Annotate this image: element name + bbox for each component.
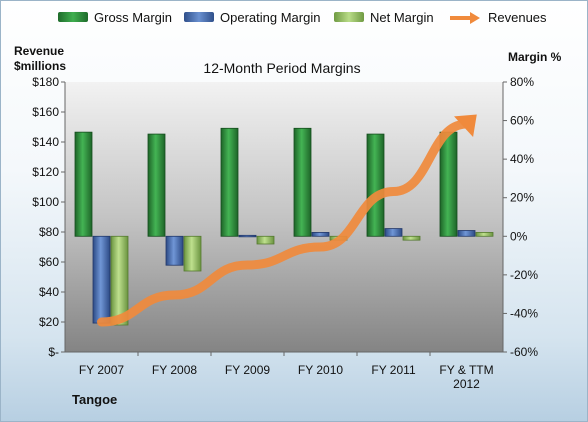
right-axis-title: Margin % [508, 50, 562, 64]
net-margin-bar [402, 235, 421, 241]
revenues-arrowhead [454, 114, 477, 137]
legend-label-net-margin: Net Margin [370, 10, 434, 25]
legend-swatch-gross-margin [58, 12, 88, 22]
operating-margin-bar [311, 232, 330, 237]
category-label: FY & TTM [439, 363, 493, 377]
left-tick-label: $120 [32, 165, 59, 179]
right-tick-label: 80% [510, 75, 534, 89]
left-tick-label: $- [48, 345, 59, 359]
category-label: 2012 [453, 377, 480, 391]
legend-swatch-operating-margin [184, 12, 214, 22]
left-axis-title: Revenue $millions [14, 44, 66, 74]
gross-margin-bar [439, 131, 458, 237]
category-label: FY 2008 [152, 363, 197, 377]
chart-title: 12-Month Period Margins [203, 60, 360, 76]
net-margin-bar [475, 232, 494, 237]
left-tick-label: $80 [39, 225, 59, 239]
right-tick-label: 40% [510, 152, 534, 166]
left-tick-label: $20 [39, 315, 59, 329]
legend-label-gross-margin: Gross Margin [94, 10, 173, 25]
left-tick-label: $40 [39, 285, 59, 299]
left-axis-title-line-2: $millions [14, 59, 67, 73]
right-tick-label: -20% [510, 268, 538, 282]
operating-margin-bar [92, 235, 111, 324]
left-tick-label: $100 [32, 195, 59, 209]
legend: Gross Margin Operating Margin Net Margin… [0, 0, 588, 34]
gross-margin-bar [74, 131, 93, 237]
legend-label-operating-margin: Operating Margin [220, 10, 321, 25]
operating-margin-bar [165, 235, 184, 266]
company-name: Tangoe [72, 392, 118, 407]
category-label: FY 2010 [298, 363, 343, 377]
category-label: FY 2011 [371, 363, 416, 377]
legend-swatch-net-margin [334, 12, 364, 22]
right-tick-label: 20% [510, 191, 534, 205]
gross-margin-bar [293, 127, 312, 237]
operating-margin-bar [238, 234, 257, 238]
operating-margin-bar [384, 228, 403, 237]
left-tick-label: $60 [39, 255, 59, 269]
left-tick-label: $160 [32, 105, 59, 119]
net-margin-bar [256, 235, 275, 245]
operating-margin-bar [457, 230, 476, 237]
right-tick-label: -40% [510, 306, 538, 320]
left-axis-title-line-1: Revenue [14, 44, 65, 58]
legend-label-revenues: Revenues [488, 10, 547, 25]
net-margin-bar [183, 235, 202, 272]
right-tick-label: 0% [510, 229, 528, 243]
legend-arrow-icon [450, 12, 480, 24]
right-tick-label: -60% [510, 345, 538, 359]
net-margin-bar [110, 235, 129, 326]
left-tick-label: $180 [32, 75, 59, 89]
gross-margin-bar [220, 127, 239, 237]
category-label: FY 2009 [225, 363, 270, 377]
revenues-arrow-line [97, 119, 471, 327]
gross-margin-bar [147, 133, 166, 237]
left-tick-label: $140 [32, 135, 59, 149]
category-label: FY 2007 [79, 363, 124, 377]
gross-margin-bar [366, 133, 385, 237]
right-tick-label: 60% [510, 114, 534, 128]
